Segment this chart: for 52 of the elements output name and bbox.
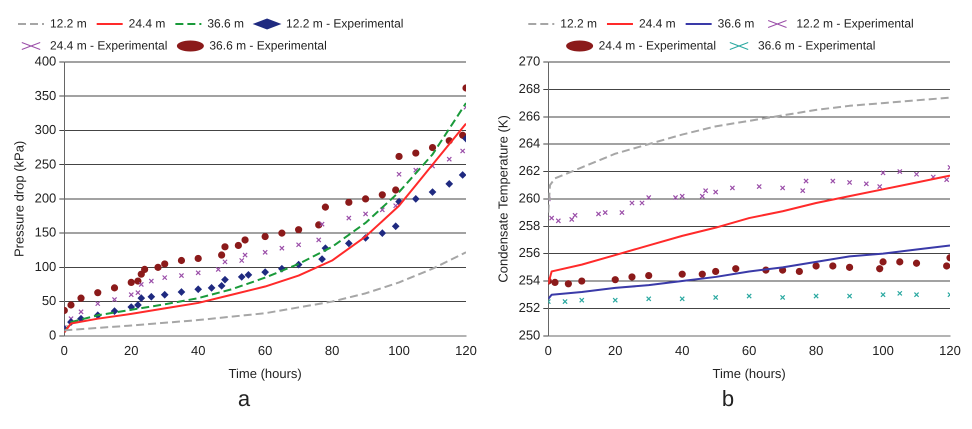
x-tick-label: 40 [190,343,206,358]
y-tick-label: 266 [518,108,540,124]
legend-label: 36.6 m [207,16,244,30]
y-tick-label: 400 [34,54,56,69]
legend-label: 36.6 m - Experimental [758,38,876,52]
y-tick-label: 260 [518,190,540,206]
y-tick-label: 0 [49,327,56,342]
legend-label: 24.4 m - Experimental [50,38,168,52]
x-tick-label: 120 [939,343,961,358]
legend-label: 12.2 m [560,16,597,30]
legend-label: 24.4 m [638,16,676,30]
y-tick-label: 350 [34,88,56,103]
x-axis-title: Time (hours) [228,366,302,381]
y-tick-label: 250 [518,327,540,342]
y-tick-label: 262 [518,163,540,178]
x-tick-label: 40 [674,343,690,358]
text: a [238,386,250,412]
x-tick-label: 0 [60,343,68,358]
y-axis-title: Pressure drop (kPa) [11,140,26,258]
x-tick-label: 100 [872,343,894,358]
y-tick-label: 256 [518,245,540,260]
y-tick-label: 200 [34,190,56,206]
x-axis-title: Time (hours) [712,366,786,381]
legend-label: 12.2 m [50,16,87,30]
text: b [722,386,734,412]
legend-label: 24.4 m - Experimental [598,38,716,52]
y-axis-title: Condensate Temperature (K) [495,115,510,283]
y-tick-label: 300 [34,122,56,138]
x-tick-label: 80 [324,343,340,358]
legend-label: 36.6 m - Experimental [209,38,327,52]
x-tick-label: 80 [808,343,824,358]
legend-label: 24.4 m [128,16,166,30]
x-tick-label: 0 [544,343,552,358]
y-tick-label: 252 [518,300,540,315]
y-tick-label: 100 [34,258,56,274]
legend-label: 12.2 m - Experimental [286,16,404,30]
x-tick-label: 60 [258,343,272,358]
x-tick-label: 60 [742,343,756,358]
x-tick-label: 20 [608,343,622,358]
y-tick-label: 268 [518,80,540,96]
y-tick-label: 270 [518,54,540,69]
y-tick-label: 50 [42,293,56,308]
y-tick-label: 258 [518,218,540,233]
x-tick-label: 20 [124,343,138,358]
legend-label: 36.6 m [718,16,754,30]
y-tick-label: 250 [34,156,56,172]
y-tick-label: 264 [518,136,540,151]
x-tick-label: 100 [388,343,410,358]
y-tick-label: 254 [518,272,540,288]
y-tick-label: 150 [34,224,56,240]
x-tick-label: 120 [455,343,477,358]
legend-label: 12.2 m - Experimental [796,16,914,30]
